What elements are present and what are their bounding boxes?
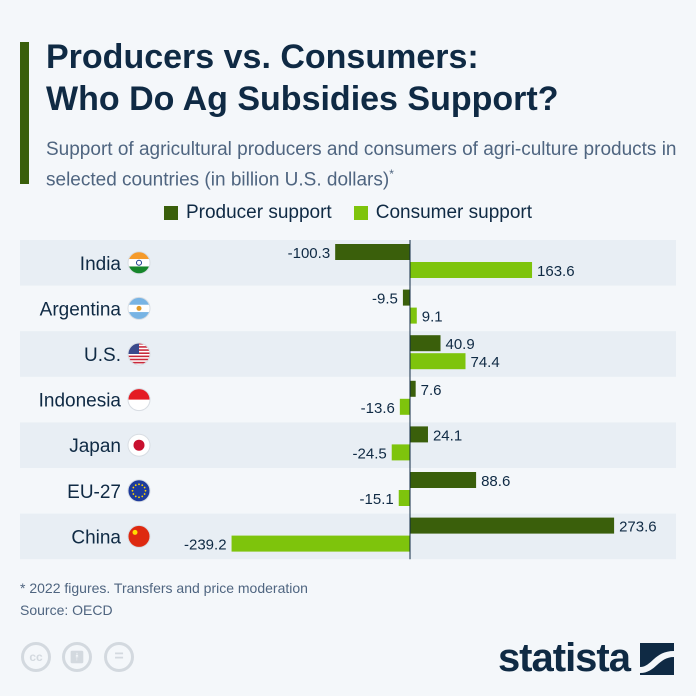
producer-bar [410,426,428,443]
flag-border [127,251,151,275]
us-flag-icon [128,343,150,365]
legend: Producer support Consumer support [0,202,696,224]
consumer-bar [231,535,410,552]
legend-swatch-producer [163,206,178,220]
legend-label-consumer: Consumer support [375,202,533,223]
value-label: 24.1 [433,427,462,444]
flag-border [127,524,151,548]
value-label: 9.1 [422,309,443,326]
source: Source: OECD [20,602,113,618]
producer-bar [410,380,416,397]
japan-flag-icon [128,434,150,457]
chart-title: Producers vs. Consumers: Who Do Ag Subsid… [46,36,558,120]
value-label: -24.5 [353,445,387,462]
argentina-flag-icon [128,297,150,320]
producer-bar [410,335,441,352]
value-label: -9.5 [372,291,398,308]
cc-text: cc [29,650,43,664]
flag-border [127,342,151,366]
category-label: India [80,254,122,275]
consumer-bar [399,398,410,415]
legend-item-consumer: Consumer support [353,202,533,224]
category-label: Japan [69,436,121,457]
flag-border [127,479,151,503]
attribution-icon[interactable]: 🚹︎ [62,642,92,672]
title-line-1: Producers vs. Consumers: [46,38,479,76]
statista-logo-icon [640,642,674,675]
category-label: U.S. [84,345,121,366]
cc-license-icon[interactable]: cc [21,642,51,672]
value-label: 163.6 [537,263,575,280]
value-label: -100.3 [288,245,331,262]
consumer-bar [410,262,533,278]
india-flag-icon [128,251,150,274]
value-label: -239.2 [184,537,227,554]
consumer-bar [410,307,417,324]
consumer-bar [410,353,466,370]
accent-bar [20,42,29,184]
subtitle-text: Support of agricultural producers and co… [46,139,677,191]
category-label: EU-27 [67,482,121,503]
flag-border [127,433,151,457]
legend-label-producer: Producer support [185,202,332,223]
consumer-bar [398,490,410,506]
value-label: -13.6 [361,400,395,417]
bar-chart: India -100.3 163.6 Argentina -9.5 9.1 U.S. 40.9… [20,240,676,560]
flag-border [127,296,151,320]
title-line-2: Who Do Ag Subsidies Support? [46,80,559,118]
category-label: China [71,527,121,548]
value-label: 74.4 [471,354,500,371]
footnote: * 2022 figures. Transfers and price mode… [20,580,308,596]
producer-bar [402,289,410,306]
producer-bar [410,472,477,488]
legend-swatch-consumer [353,206,368,220]
value-label: 88.6 [481,473,510,490]
producer-bar [410,517,615,534]
brand-name: statista [497,636,631,680]
indonesia-flag-icon [128,388,150,411]
category-label: Argentina [40,299,122,320]
value-label: 273.6 [619,519,657,536]
chart-subtitle: Support of agricultural producers and co… [46,138,686,192]
eu-flag-icon [128,479,150,502]
subtitle-footnote-mark: * [389,167,394,181]
no-derivatives-icon[interactable]: = [104,642,134,672]
producer-bar [335,244,410,260]
category-label: Indonesia [39,391,122,412]
consumer-bar [391,444,410,461]
value-label: -15.1 [360,491,394,508]
flag-border [127,388,151,412]
value-label: 40.9 [446,336,475,353]
value-label: 7.6 [421,382,442,399]
legend-item-producer: Producer support [163,202,332,224]
statista-logo[interactable]: statista [498,636,674,681]
china-flag-icon [128,525,150,548]
